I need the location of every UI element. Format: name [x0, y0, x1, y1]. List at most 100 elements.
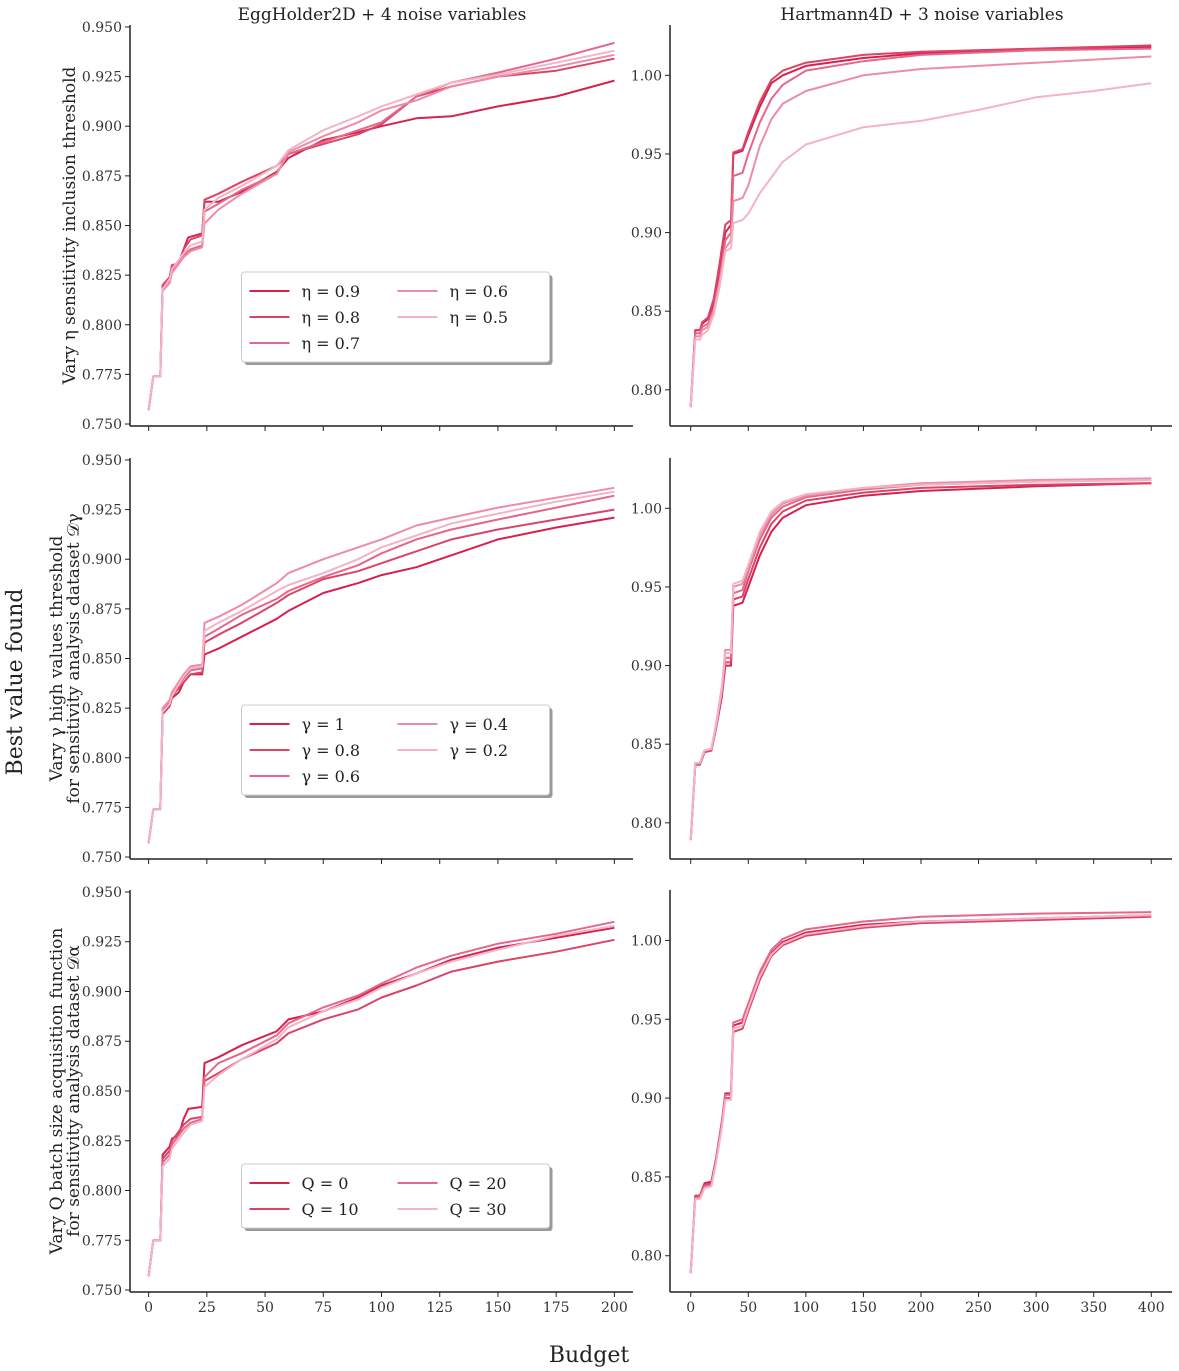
- x-tick-label: 100: [368, 1300, 395, 1316]
- series-line-0: [147, 516, 615, 844]
- figure-xlabel: Budget: [549, 1343, 630, 1368]
- series-line-3: [147, 924, 615, 1277]
- y-tick-label: 0.950: [82, 885, 122, 901]
- y-tick-label: 0.775: [82, 1233, 122, 1249]
- y-tick-label: 0.800: [82, 751, 122, 767]
- x-tick-label: 0: [686, 1300, 695, 1316]
- y-tick-label: 0.900: [82, 119, 122, 135]
- y-tick-label: 0.850: [82, 219, 122, 235]
- x-tick-label: 350: [1080, 1300, 1107, 1316]
- series-line-2: [147, 920, 615, 1277]
- y-tick-label: 0.95: [631, 147, 662, 163]
- y-tick-label: 0.900: [82, 984, 122, 1000]
- legend-label: Q = 20: [450, 1174, 507, 1193]
- series-line-2: [689, 47, 1152, 408]
- x-tick-label: 150: [485, 1300, 512, 1316]
- y-tick-label: 0.875: [82, 169, 122, 185]
- x-tick-label: 150: [850, 1300, 877, 1316]
- x-tick-label: 400: [1138, 1300, 1165, 1316]
- y-tick-label: 0.775: [82, 800, 122, 816]
- y-tick-label: 0.925: [82, 503, 122, 519]
- series-line-0: [689, 914, 1152, 1274]
- x-tick-label: 200: [908, 1300, 935, 1316]
- series-line-1: [689, 915, 1152, 1274]
- y-tick-label: 0.80: [631, 383, 662, 399]
- panel-r1-c1: 0.80 0.85 0.90 0.95 1.00: [631, 458, 1172, 864]
- y-tick-label: 1.00: [631, 933, 662, 949]
- y-tick-label: 0.825: [82, 701, 122, 717]
- y-tick-label: 0.750: [82, 1283, 122, 1299]
- x-tick-label: 25: [198, 1300, 216, 1316]
- column-title-left: EggHolder2D + 4 noise variables: [238, 5, 527, 25]
- y-tick-label: 1.00: [631, 501, 662, 517]
- legend-label: γ = 0.2: [450, 741, 509, 760]
- legend-label: Q = 30: [450, 1200, 507, 1219]
- panel-r0-c1: 0.80 0.85 0.90 0.95 1.00: [631, 25, 1172, 431]
- figure-ylabel: Best value found: [3, 589, 28, 776]
- legend-label: Q = 0: [302, 1174, 349, 1193]
- panel-r0-c0: 0.750 0.775 0.800 0.825 0.850 0.875 0.900 0.925…: [82, 20, 633, 433]
- series-line-4: [147, 49, 615, 411]
- series-line-2: [147, 494, 615, 844]
- x-tick-label: 50: [256, 1300, 274, 1316]
- legend-label: η = 0.9: [302, 282, 361, 301]
- legend-label: γ = 0.4: [450, 715, 509, 734]
- y-tick-label: 0.825: [82, 1134, 122, 1150]
- row-label-2-line-1: for sensitivity analysis dataset 𝒟α: [64, 945, 84, 1237]
- panel-r2-c1: 0.80 0.85 0.90 0.95 1.00 0 50 100 150 200 250 300 35…: [631, 890, 1172, 1316]
- y-tick-label: 0.85: [631, 737, 662, 753]
- legend-label: γ = 1: [302, 715, 345, 734]
- series-line-1: [147, 57, 615, 411]
- legend-label: η = 0.8: [302, 308, 361, 327]
- series-line-4: [689, 479, 1152, 841]
- legend: η = 0.9 η = 0.8 η = 0.7 η = 0.6 η = 0.5: [241, 271, 553, 365]
- y-tick-label: 0.950: [82, 453, 122, 469]
- series-line-3: [147, 53, 615, 411]
- x-tick-label: 250: [965, 1300, 992, 1316]
- y-tick-label: 0.825: [82, 268, 122, 284]
- series-line-0: [689, 46, 1152, 408]
- y-tick-label: 0.80: [631, 816, 662, 832]
- legend-label: Q = 10: [302, 1200, 359, 1219]
- x-tick-label: 200: [601, 1300, 628, 1316]
- y-tick-label: 0.800: [82, 318, 122, 334]
- y-tick-label: 0.950: [82, 20, 122, 36]
- y-tick-label: 0.85: [631, 1170, 662, 1186]
- y-tick-label: 0.850: [82, 1084, 122, 1100]
- x-tick-label: 50: [739, 1300, 757, 1316]
- series-line-1: [689, 44, 1152, 408]
- y-tick-label: 0.925: [82, 70, 122, 86]
- y-tick-label: 0.750: [82, 417, 122, 433]
- panel-r1-c0: 0.750 0.775 0.800 0.825 0.850 0.875 0.900 0.925…: [82, 453, 633, 866]
- x-tick-label: 125: [426, 1300, 453, 1316]
- x-tick-label: 175: [543, 1300, 570, 1316]
- y-tick-label: 0.80: [631, 1249, 662, 1265]
- x-tick-label: 0: [144, 1300, 153, 1316]
- x-tick-label: 100: [792, 1300, 819, 1316]
- row-label-0-line-0: Vary η sensitivity inclusion threshold: [60, 66, 80, 385]
- series-line-2: [689, 911, 1152, 1274]
- y-tick-label: 1.00: [631, 68, 662, 84]
- y-tick-label: 0.90: [631, 1091, 662, 1107]
- series-line-4: [689, 82, 1152, 408]
- row-label-1-line-1: for sensitivity analysis dataset 𝒟γ: [64, 513, 84, 803]
- y-tick-label: 0.85: [631, 304, 662, 320]
- x-tick-label: 300: [1023, 1300, 1050, 1316]
- row-label-1-line-0: Vary γ high values threshold: [47, 536, 67, 783]
- y-tick-label: 0.850: [82, 652, 122, 668]
- y-tick-label: 0.875: [82, 602, 122, 618]
- y-tick-label: 0.750: [82, 850, 122, 866]
- series-line-3: [689, 914, 1152, 1274]
- series-line-3: [147, 486, 615, 844]
- legend-box: [241, 704, 550, 796]
- panel-r2-c0: 0.750 0.775 0.800 0.825 0.850 0.875 0.900 0.925…: [82, 885, 633, 1316]
- legend-box: [241, 271, 550, 363]
- y-tick-label: 0.800: [82, 1184, 122, 1200]
- y-tick-label: 0.775: [82, 367, 122, 383]
- legend: γ = 1 γ = 0.8 γ = 0.6 γ = 0.4 γ = 0.2: [241, 704, 553, 798]
- legend-label: η = 0.7: [302, 334, 361, 353]
- y-tick-label: 0.95: [631, 1012, 662, 1028]
- legend-label: γ = 0.8: [302, 741, 361, 760]
- row-label-2-line-0: Vary Q batch size acquisition function: [47, 928, 67, 1256]
